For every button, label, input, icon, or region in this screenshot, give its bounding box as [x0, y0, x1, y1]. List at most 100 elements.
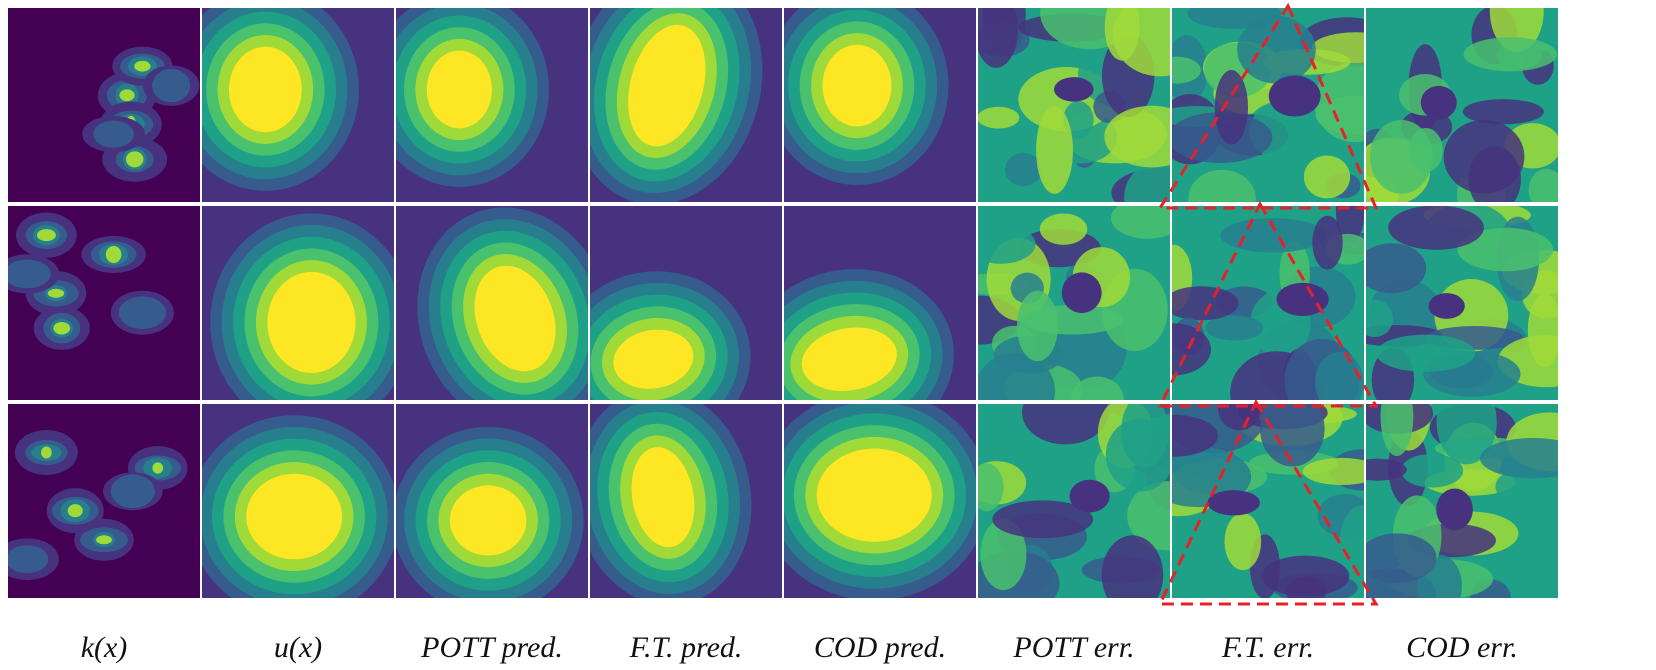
- panel-pott_err-row3: [978, 404, 1170, 598]
- error-patch: [1380, 404, 1414, 457]
- error-core: [1069, 479, 1110, 513]
- heatmap-ft_pred: [590, 404, 782, 598]
- coefficient-spot: [93, 120, 134, 148]
- coefficient-spot: [152, 462, 164, 474]
- coefficient-spot: [119, 89, 135, 102]
- column-labels: k(x) u(x) POTT pred. F.T. pred. COD pred…: [8, 628, 1648, 668]
- panel-ux-row1: [202, 8, 394, 202]
- heatmap-ft_err: [1172, 404, 1364, 598]
- error-patch: [1303, 155, 1351, 199]
- heatmap-ft_pred: [590, 8, 782, 202]
- error-patch: [1468, 146, 1521, 202]
- error-patch: [1388, 206, 1484, 250]
- contour-level: [474, 265, 556, 372]
- panel-pott_err-row2: [978, 206, 1170, 400]
- coefficient-spot: [105, 246, 122, 263]
- heatmap-ux: [202, 206, 394, 400]
- error-patch: [978, 8, 1018, 68]
- heatmap-ux: [202, 404, 394, 598]
- error-patch: [1528, 168, 1558, 202]
- panel-kx-row1: [8, 8, 200, 202]
- panel-pott_err-row1: [978, 8, 1170, 202]
- heatmap-ux: [202, 8, 394, 202]
- error-core: [1428, 293, 1465, 319]
- panel-cod_pred-row1: [784, 8, 976, 202]
- heatmap-pott_pred: [396, 206, 588, 400]
- error-patch: [1022, 404, 1109, 445]
- heatmap-pott_err: [978, 206, 1170, 400]
- error-patch: [1400, 453, 1464, 488]
- error-patch: [1111, 206, 1170, 239]
- error-core: [1268, 75, 1321, 117]
- coefficient-spot: [67, 504, 83, 518]
- error-core: [1061, 272, 1102, 314]
- heatmap-cod_pred: [784, 8, 976, 202]
- panel-cod_pred-row2: [784, 206, 976, 400]
- error-patch: [1036, 106, 1073, 194]
- panel-ft_pred-row2: [590, 206, 782, 400]
- error-patch: [1004, 152, 1042, 187]
- coefficient-spot: [110, 474, 155, 509]
- error-patch: [992, 500, 1094, 539]
- error-patch: [978, 353, 1056, 400]
- error-patch: [1101, 535, 1164, 598]
- coefficient-spot: [8, 259, 51, 289]
- figure-grid: [8, 8, 1648, 624]
- error-patch: [1039, 213, 1088, 245]
- error-patch: [1436, 404, 1497, 465]
- error-patch: [1495, 471, 1536, 502]
- contour-level: [816, 448, 932, 542]
- heatmap-cod_err: [1366, 206, 1558, 400]
- error-patch: [1214, 70, 1249, 145]
- coefficient-spot: [152, 68, 191, 103]
- heatmap-ft_err: [1172, 8, 1364, 202]
- error-core: [1420, 85, 1457, 120]
- error-patch: [1224, 513, 1262, 571]
- panel-pott_pred-row1: [396, 8, 588, 202]
- heatmap-cod_pred: [784, 206, 976, 400]
- heatmap-ft_pred: [590, 206, 782, 400]
- contour-level: [449, 485, 527, 556]
- label-cod-err: COD err.: [1406, 631, 1518, 664]
- label-ux: u(x): [273, 631, 323, 664]
- heatmap-pott_err: [978, 404, 1170, 598]
- heatmap-kx: [8, 404, 200, 598]
- panel-cod_pred-row3: [784, 404, 976, 598]
- contour-level: [631, 447, 695, 548]
- heatmap-pott_pred: [396, 8, 588, 202]
- label-cod-pred: COD pred.: [813, 631, 947, 664]
- panel-ft_pred-row3: [590, 404, 782, 598]
- panel-ux-row2: [202, 206, 394, 400]
- error-patch: [978, 463, 1004, 512]
- panel-ft_err-row2: [1172, 206, 1364, 400]
- panel-cod_err-row1: [1366, 8, 1558, 202]
- error-patch: [1375, 334, 1476, 372]
- panel-ft_err-row3: [1172, 404, 1364, 598]
- heatmap-kx: [8, 206, 200, 400]
- label-pott-err: POTT err.: [1013, 631, 1135, 664]
- panel-cod_err-row3: [1366, 404, 1558, 598]
- error-patch: [1112, 8, 1170, 77]
- error-patch: [1462, 99, 1544, 125]
- contour-level: [613, 329, 694, 389]
- label-kx: k(x): [80, 631, 128, 664]
- error-patch: [1063, 100, 1094, 139]
- error-patch: [1104, 105, 1170, 168]
- error-patch: [1312, 215, 1343, 270]
- error-patch: [1070, 376, 1124, 400]
- contour-level: [628, 24, 706, 147]
- coefficient-spot: [47, 288, 65, 298]
- contour-level: [246, 473, 343, 560]
- coefficient-spot: [96, 535, 112, 545]
- panel-ft_pred-row1: [590, 8, 782, 202]
- error-core: [1436, 488, 1473, 531]
- error-patch: [1479, 438, 1558, 479]
- coefficient-spot: [125, 151, 144, 168]
- panel-ux-row3: [202, 404, 394, 598]
- label-ft-err: F.T. err.: [1221, 631, 1315, 664]
- heatmap-pott_pred: [396, 404, 588, 598]
- label-ft-pred: F.T. pred.: [629, 631, 743, 664]
- coefficient-spot: [8, 545, 49, 574]
- heatmap-cod_pred: [784, 404, 976, 598]
- error-patch: [978, 106, 1020, 129]
